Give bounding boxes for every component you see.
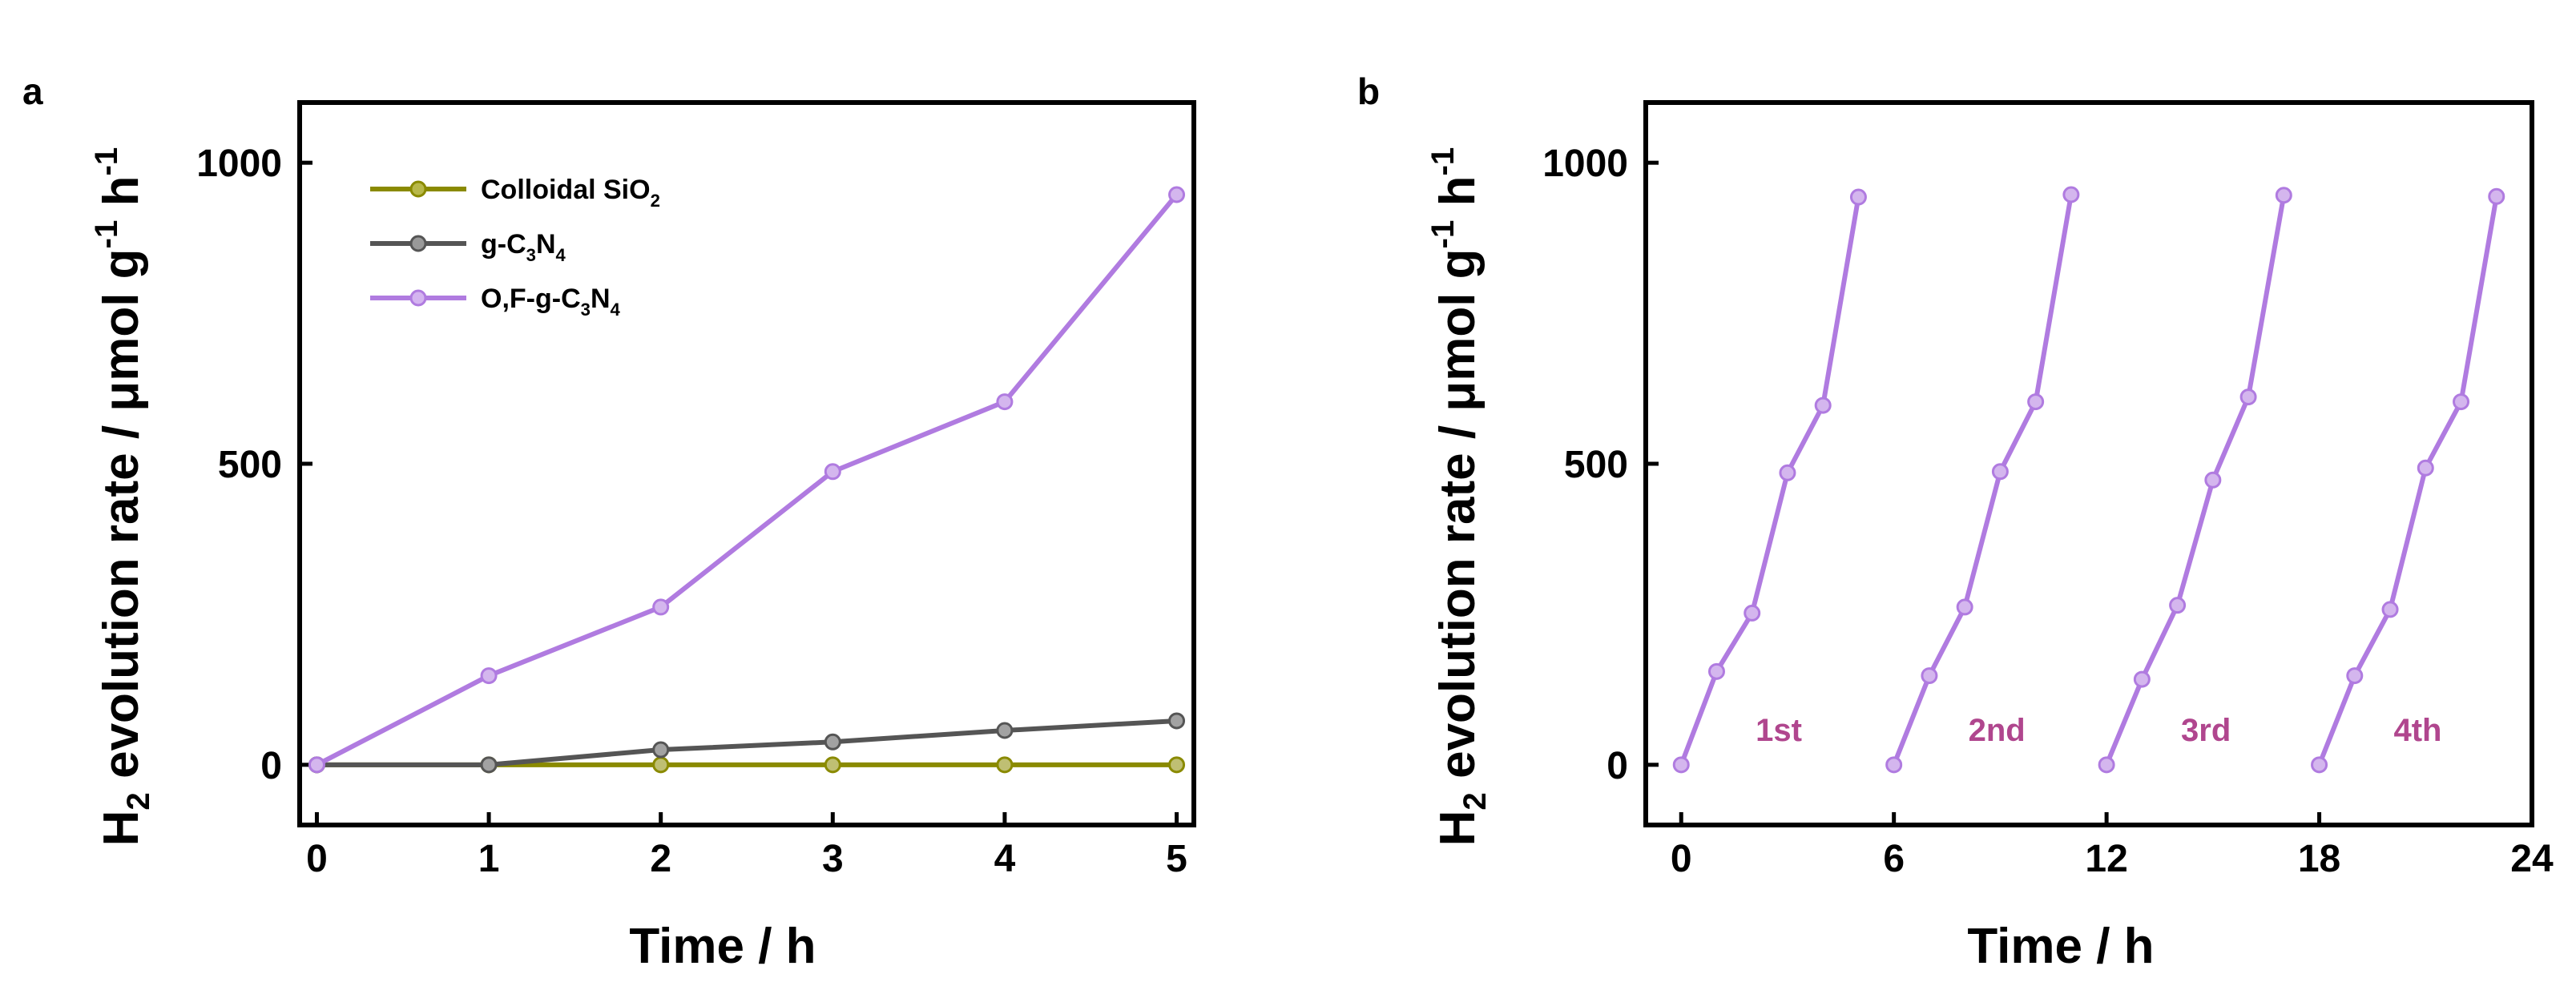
panel-b-x-tick-label: 12 [2085, 838, 2127, 880]
panel-a-x-tick-label: 4 [994, 838, 1016, 880]
panel-b-x-tick-label: 18 [2298, 838, 2340, 880]
legend-marker-colloidal-sio2 [409, 180, 427, 198]
series-g-c3n4-point [1168, 712, 1186, 730]
series-g-c3n4-point [480, 756, 498, 774]
series-of-g-c3n4-line [316, 193, 1179, 767]
cycle-4th-point [2417, 459, 2434, 477]
cycle-2nd-line [1891, 194, 2074, 766]
cycle-1st-point [1779, 464, 1796, 481]
cycle-2nd-point [1921, 667, 1938, 685]
panel-b-y-title-sup1: -1 [1425, 220, 1461, 249]
cycle-2nd-point [1885, 756, 1903, 774]
cycle-3rd-point [2275, 187, 2292, 204]
cycle-label-1st: 1st [1756, 713, 1802, 748]
series-of-g-c3n4-point [1168, 186, 1186, 203]
panel-b-y-title-h-unit: h [1430, 176, 1486, 220]
panel-b-y-tick-label: 1000 [1542, 143, 1628, 185]
legend-label-colloidal-sio2: Colloidal SiO2 [481, 175, 660, 211]
panel-b-label: b [1357, 70, 1380, 112]
panel-a-y-title-sup1: -1 [88, 220, 124, 249]
cycle-label-4th: 4th [2393, 713, 2441, 748]
cycle-1st-point [1849, 188, 1867, 206]
panel-a-y-tick-label: 0 [260, 745, 282, 787]
panel-a-y-axis-title: H2 evolution rate / μmol g-1 h-1 [88, 147, 156, 847]
panel-a-x-axis-title: Time / h [629, 919, 816, 974]
legend-marker-g-c3n4 [409, 235, 427, 252]
cycle-3rd-point [2204, 471, 2222, 489]
panel-a-x-tick-label: 3 [822, 838, 844, 880]
series-colloidal-sio2-point [824, 756, 841, 774]
series-of-g-c3n4-point [308, 756, 325, 774]
panel-a-y-tick-label: 500 [218, 444, 282, 486]
series-colloidal-sio2-point [996, 756, 1014, 774]
panel-a-x-tick-label: 1 [478, 838, 500, 880]
series-g-c3n4-point [824, 733, 841, 751]
panel-b-x-tick-label: 24 [2510, 838, 2554, 880]
panel-b-plot-area: 0 6 12 18 24 0 500 1000 1st 2nd 3rd 4th [1542, 100, 2554, 880]
panel-a-legend: Colloidal SiO2 g-C3N4 O,F-g-C3N4 [370, 175, 660, 320]
panel-b-y-title-h: H [1430, 811, 1486, 847]
panel-b-y-tick-label: 0 [1606, 745, 1628, 787]
series-of-g-c3n4-point [652, 598, 670, 616]
cycle-4th-point [2488, 187, 2505, 205]
panel-b-y-axis-title: H2 evolution rate / μmol g-1 h-1 [1425, 147, 1493, 847]
series-g-c3n4-line [316, 718, 1177, 767]
panel-a-y-title-h: H [94, 811, 149, 847]
panel-a-x-tick-label: 5 [1166, 838, 1187, 880]
cycle-3rd-point [2169, 597, 2187, 614]
series-of-g-c3n4-point [996, 393, 1014, 411]
legend-marker-of-g-c3n4 [409, 289, 427, 307]
panel-a-frame [297, 100, 1196, 827]
panel-b-x-tick-label: 0 [1671, 838, 1692, 880]
series-of-g-c3n4-point [480, 667, 498, 685]
panel-a-x-tick-label: 0 [306, 838, 328, 880]
cycle-4th-point [2381, 601, 2399, 618]
panel-b-x-axis-title: Time / h [1967, 919, 2154, 974]
cycle-2nd-point [1956, 598, 1973, 616]
panel-b-y-tick-label: 500 [1564, 444, 1628, 486]
panel-b-y-title-main: evolution rate / μmol g [1430, 248, 1486, 778]
cycle-1st-point [1672, 756, 1690, 774]
cycle-1st-point [1744, 604, 1761, 622]
cycle-3rd-point [2239, 388, 2257, 406]
cycle-2nd-point [2062, 186, 2080, 203]
cycle-3rd-point [2133, 670, 2151, 688]
panel-a-plot-area: 0 1 2 3 4 5 0 500 1000 [196, 100, 1196, 880]
panel-a-y-title-main: evolution rate / μmol g [94, 248, 149, 778]
cycle-label-2nd: 2nd [1969, 713, 2026, 748]
series-of-g-c3n4-point [824, 463, 841, 481]
series-g-c3n4-point [996, 722, 1014, 739]
panel-b-x-tick-label: 6 [1883, 838, 1905, 880]
series-colloidal-sio2-point [652, 756, 670, 774]
legend-label-of-g-c3n4: O,F-g-C3N4 [481, 284, 621, 320]
cycle-4th-point [2311, 756, 2328, 774]
legend-label-g-c3n4: g-C3N4 [481, 229, 566, 265]
panel-a-x-tick-label: 2 [650, 838, 671, 880]
cycle-3rd-point [2098, 756, 2115, 774]
cycle-1st-point [1814, 396, 1832, 414]
cycle-label-3rd: 3rd [2181, 713, 2231, 748]
panel-b-y-title-sup2: -1 [1425, 147, 1461, 176]
cycle-2nd-point [2027, 393, 2045, 411]
cycle-2nd-point [1991, 463, 2009, 481]
series-colloidal-sio2-point [1168, 756, 1186, 774]
cycle-4th-point [2453, 393, 2470, 411]
cycle-4th-line [2316, 195, 2499, 766]
cycle-4th-point [2346, 667, 2364, 685]
cycle-1st-point [1707, 662, 1725, 680]
panel-a-y-title-h-unit: h [94, 176, 149, 220]
cycle-3rd-line [2104, 195, 2287, 766]
panel-a-y-title-h-sub: 2 [120, 792, 156, 810]
panel-a-label: a [22, 70, 43, 112]
series-g-c3n4-point [652, 741, 670, 759]
cycle-1st-line [1679, 196, 1861, 766]
panel-b-y-title-h-sub: 2 [1457, 792, 1493, 810]
panel-a-y-title-sup2: -1 [88, 147, 124, 176]
panel-a-y-tick-label: 1000 [196, 143, 282, 185]
